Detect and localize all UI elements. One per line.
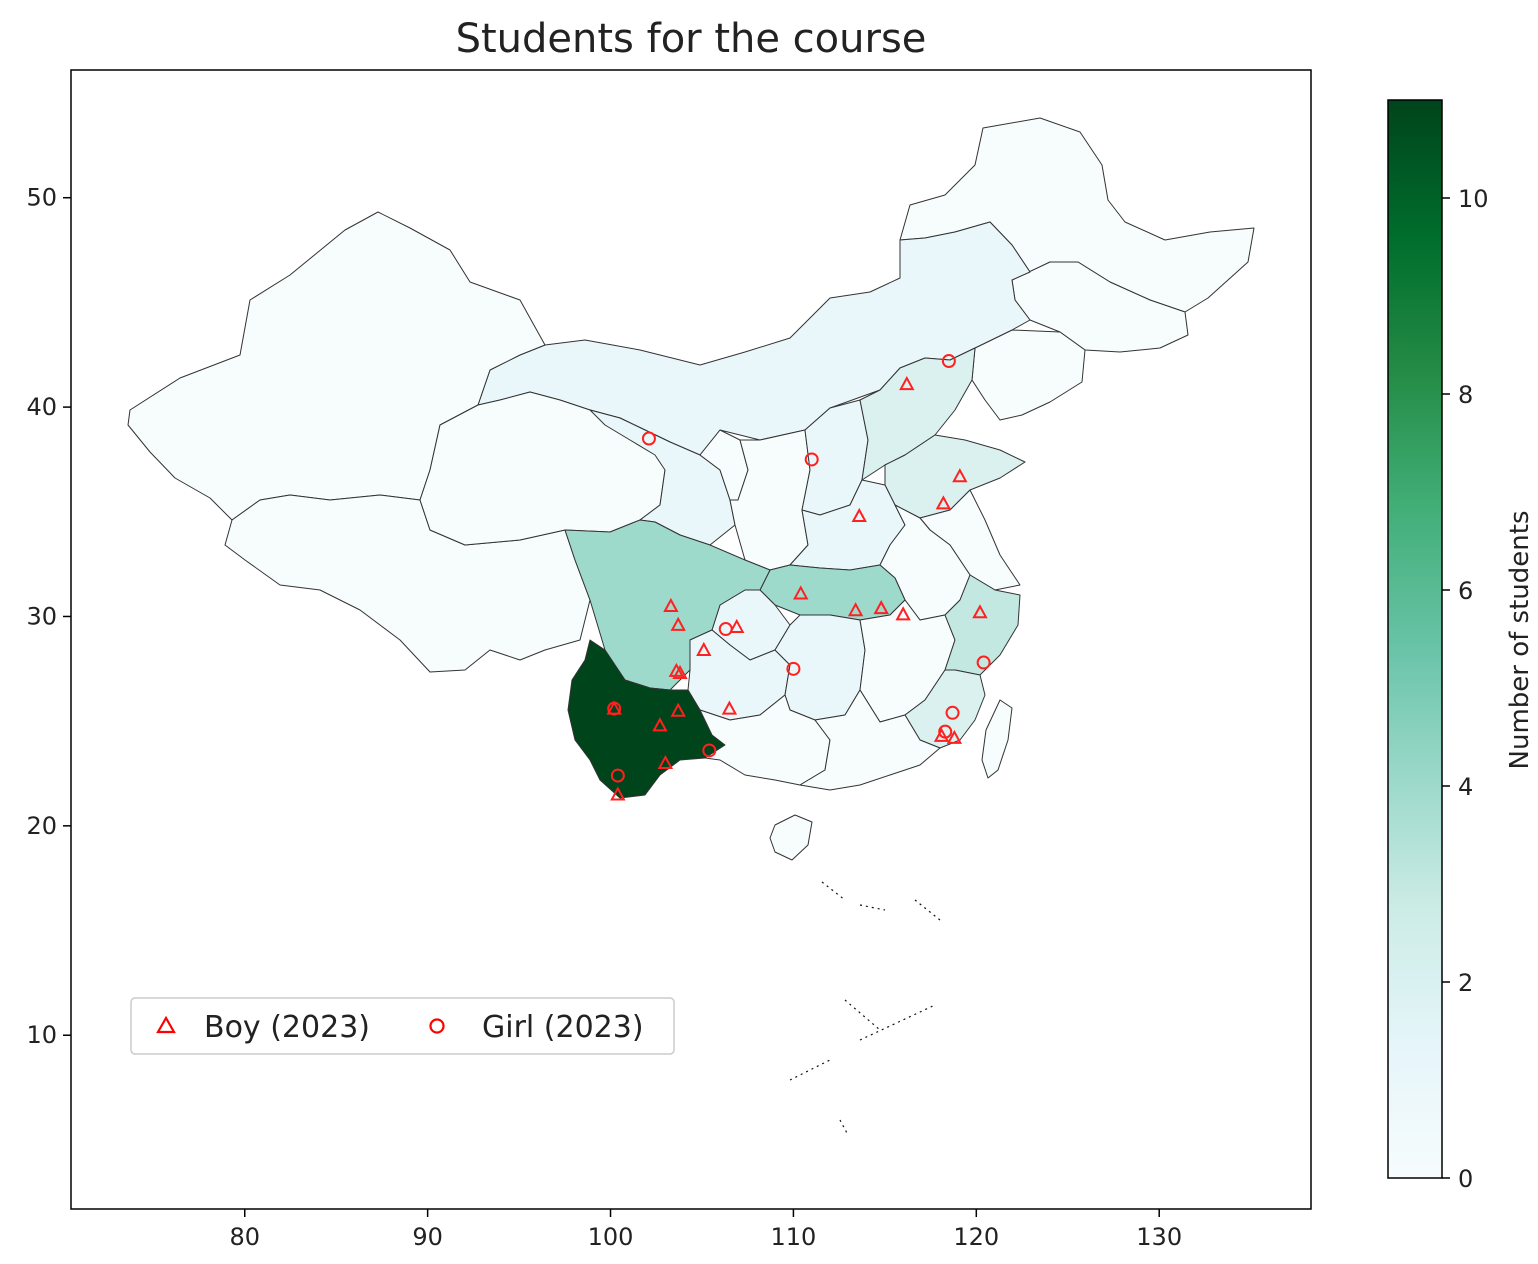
boy-marker	[873, 600, 889, 615]
province-jilin	[1011, 261, 1189, 353]
boy-marker	[670, 616, 686, 631]
girl-marker	[610, 768, 625, 783]
province-hainan	[769, 814, 813, 861]
boy-marker	[721, 700, 738, 715]
girl-marker	[945, 705, 960, 720]
boy-marker	[610, 786, 626, 801]
girl-marker	[786, 661, 801, 676]
girl-marker	[976, 655, 991, 670]
colorbar-tick-label: 2	[1458, 969, 1473, 997]
province-tibet	[224, 494, 591, 673]
y-tick-label: 50	[26, 184, 57, 212]
girl-marker	[702, 743, 717, 758]
boy-marker	[793, 585, 809, 600]
boy-marker	[972, 604, 988, 619]
province-yunnan	[567, 639, 726, 799]
colorbar-tick-label: 0	[1458, 1165, 1473, 1193]
y-tick-label: 40	[26, 393, 57, 421]
x-tick-label: 130	[1136, 1223, 1182, 1251]
boy-marker	[663, 597, 679, 612]
boy-marker	[946, 729, 963, 744]
province-liaoning	[971, 329, 1086, 421]
boy-marker	[847, 602, 864, 617]
chart-title: Students for the course	[456, 16, 927, 62]
boy-marker	[851, 507, 867, 522]
y-tick-label: 30	[26, 602, 57, 630]
colorbar-tick-label: 8	[1458, 381, 1473, 409]
colorbar: 0 2 4 6 8 10 Number of students	[1387, 99, 1535, 1193]
axes-ticks: 80 90 100 110 120 130 10 20 30 40 50	[26, 184, 1182, 1251]
student-markers	[606, 354, 991, 801]
boy-marker	[895, 606, 911, 621]
colorbar-label: Number of students	[1505, 511, 1535, 770]
boy-marker	[696, 641, 712, 656]
colorbar-gradient	[1387, 99, 1443, 1179]
province-taiwan	[981, 699, 1013, 779]
legend-triangle-marker	[156, 1015, 176, 1034]
province-zhejiang	[944, 574, 1021, 676]
x-tick-label: 110	[771, 1223, 817, 1251]
province-hebei	[859, 347, 976, 481]
x-tick-label: 90	[412, 1223, 443, 1251]
girl-marker	[938, 724, 953, 739]
legend-frame	[130, 997, 675, 1055]
colorbar-tick-label: 10	[1458, 185, 1489, 213]
colorbar-ticks: 0 2 4 6 8 10	[1442, 185, 1489, 1193]
legend: Boy (2023) Girl (2023)	[130, 997, 675, 1055]
y-tick-label: 10	[26, 1021, 57, 1049]
x-tick-label: 100	[588, 1223, 634, 1251]
girl-marker	[941, 354, 956, 369]
girl-marker	[804, 452, 819, 467]
province-guangdong	[799, 689, 941, 791]
boy-marker	[935, 495, 952, 510]
boy-marker	[652, 717, 668, 732]
south-sea-islands	[789, 881, 941, 1136]
legend-label-boy: Boy (2023)	[204, 1010, 370, 1045]
colorbar-tick-label: 6	[1458, 577, 1473, 605]
girl-marker	[607, 701, 622, 716]
boy-marker	[899, 375, 915, 391]
legend-label-girl: Girl (2023)	[482, 1010, 644, 1045]
x-tick-label: 120	[953, 1223, 999, 1251]
boy-marker	[729, 618, 745, 633]
boy-marker	[668, 662, 685, 677]
girl-marker	[718, 622, 733, 637]
girl-marker	[641, 431, 656, 446]
legend-circle-marker	[429, 1018, 445, 1034]
province-map	[127, 117, 1255, 861]
colorbar-tick-label: 4	[1458, 773, 1473, 801]
x-tick-label: 80	[229, 1223, 260, 1251]
province-xinjiang	[127, 211, 546, 521]
boy-marker	[672, 664, 688, 679]
y-tick-label: 20	[26, 812, 57, 840]
boy-marker	[657, 754, 674, 770]
boy-marker	[933, 727, 950, 742]
boy-marker	[670, 702, 686, 717]
boy-marker	[952, 468, 968, 483]
